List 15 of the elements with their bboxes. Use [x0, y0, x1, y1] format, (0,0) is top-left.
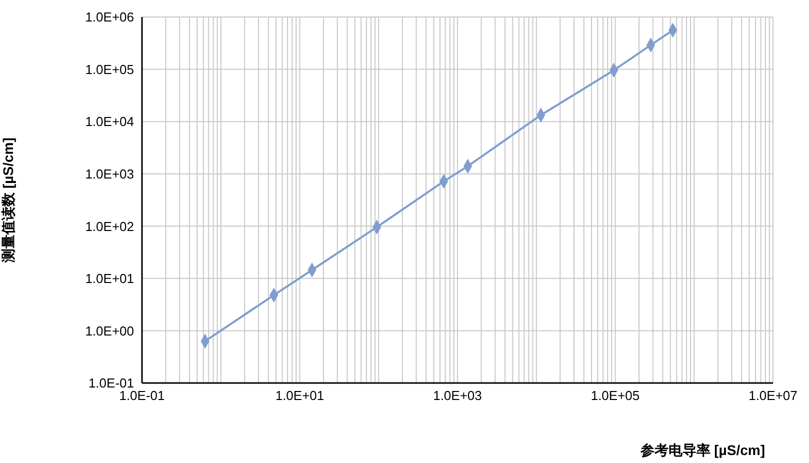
y-tick-label: 1.0E-01 — [88, 376, 134, 391]
x-tick-label: 1.0E+01 — [275, 388, 324, 404]
y-tick-label: 1.0E+00 — [85, 323, 134, 338]
y-tick-label: 1.0E+02 — [85, 218, 134, 234]
y-tick-label: 1.0E+06 — [85, 10, 134, 25]
y-tick-label: 1.0E+05 — [85, 62, 134, 77]
y-tick-label: 1.0E+04 — [85, 114, 134, 130]
y-tick-label: 1.0E+01 — [85, 271, 134, 286]
x-tick-label: 1.0E+05 — [590, 388, 640, 404]
x-tick-label: 1.0E+03 — [433, 388, 482, 404]
y-tick-label: 1.0E+03 — [85, 166, 134, 182]
y-axis-title: 测量值读数 [µS/cm] — [0, 138, 16, 264]
x-tick-label: 1.0E-01 — [119, 388, 165, 404]
x-axis-title: 参考电导率 [µS/cm] — [639, 442, 765, 458]
x-tick-label: 1.0E+07 — [748, 388, 798, 404]
